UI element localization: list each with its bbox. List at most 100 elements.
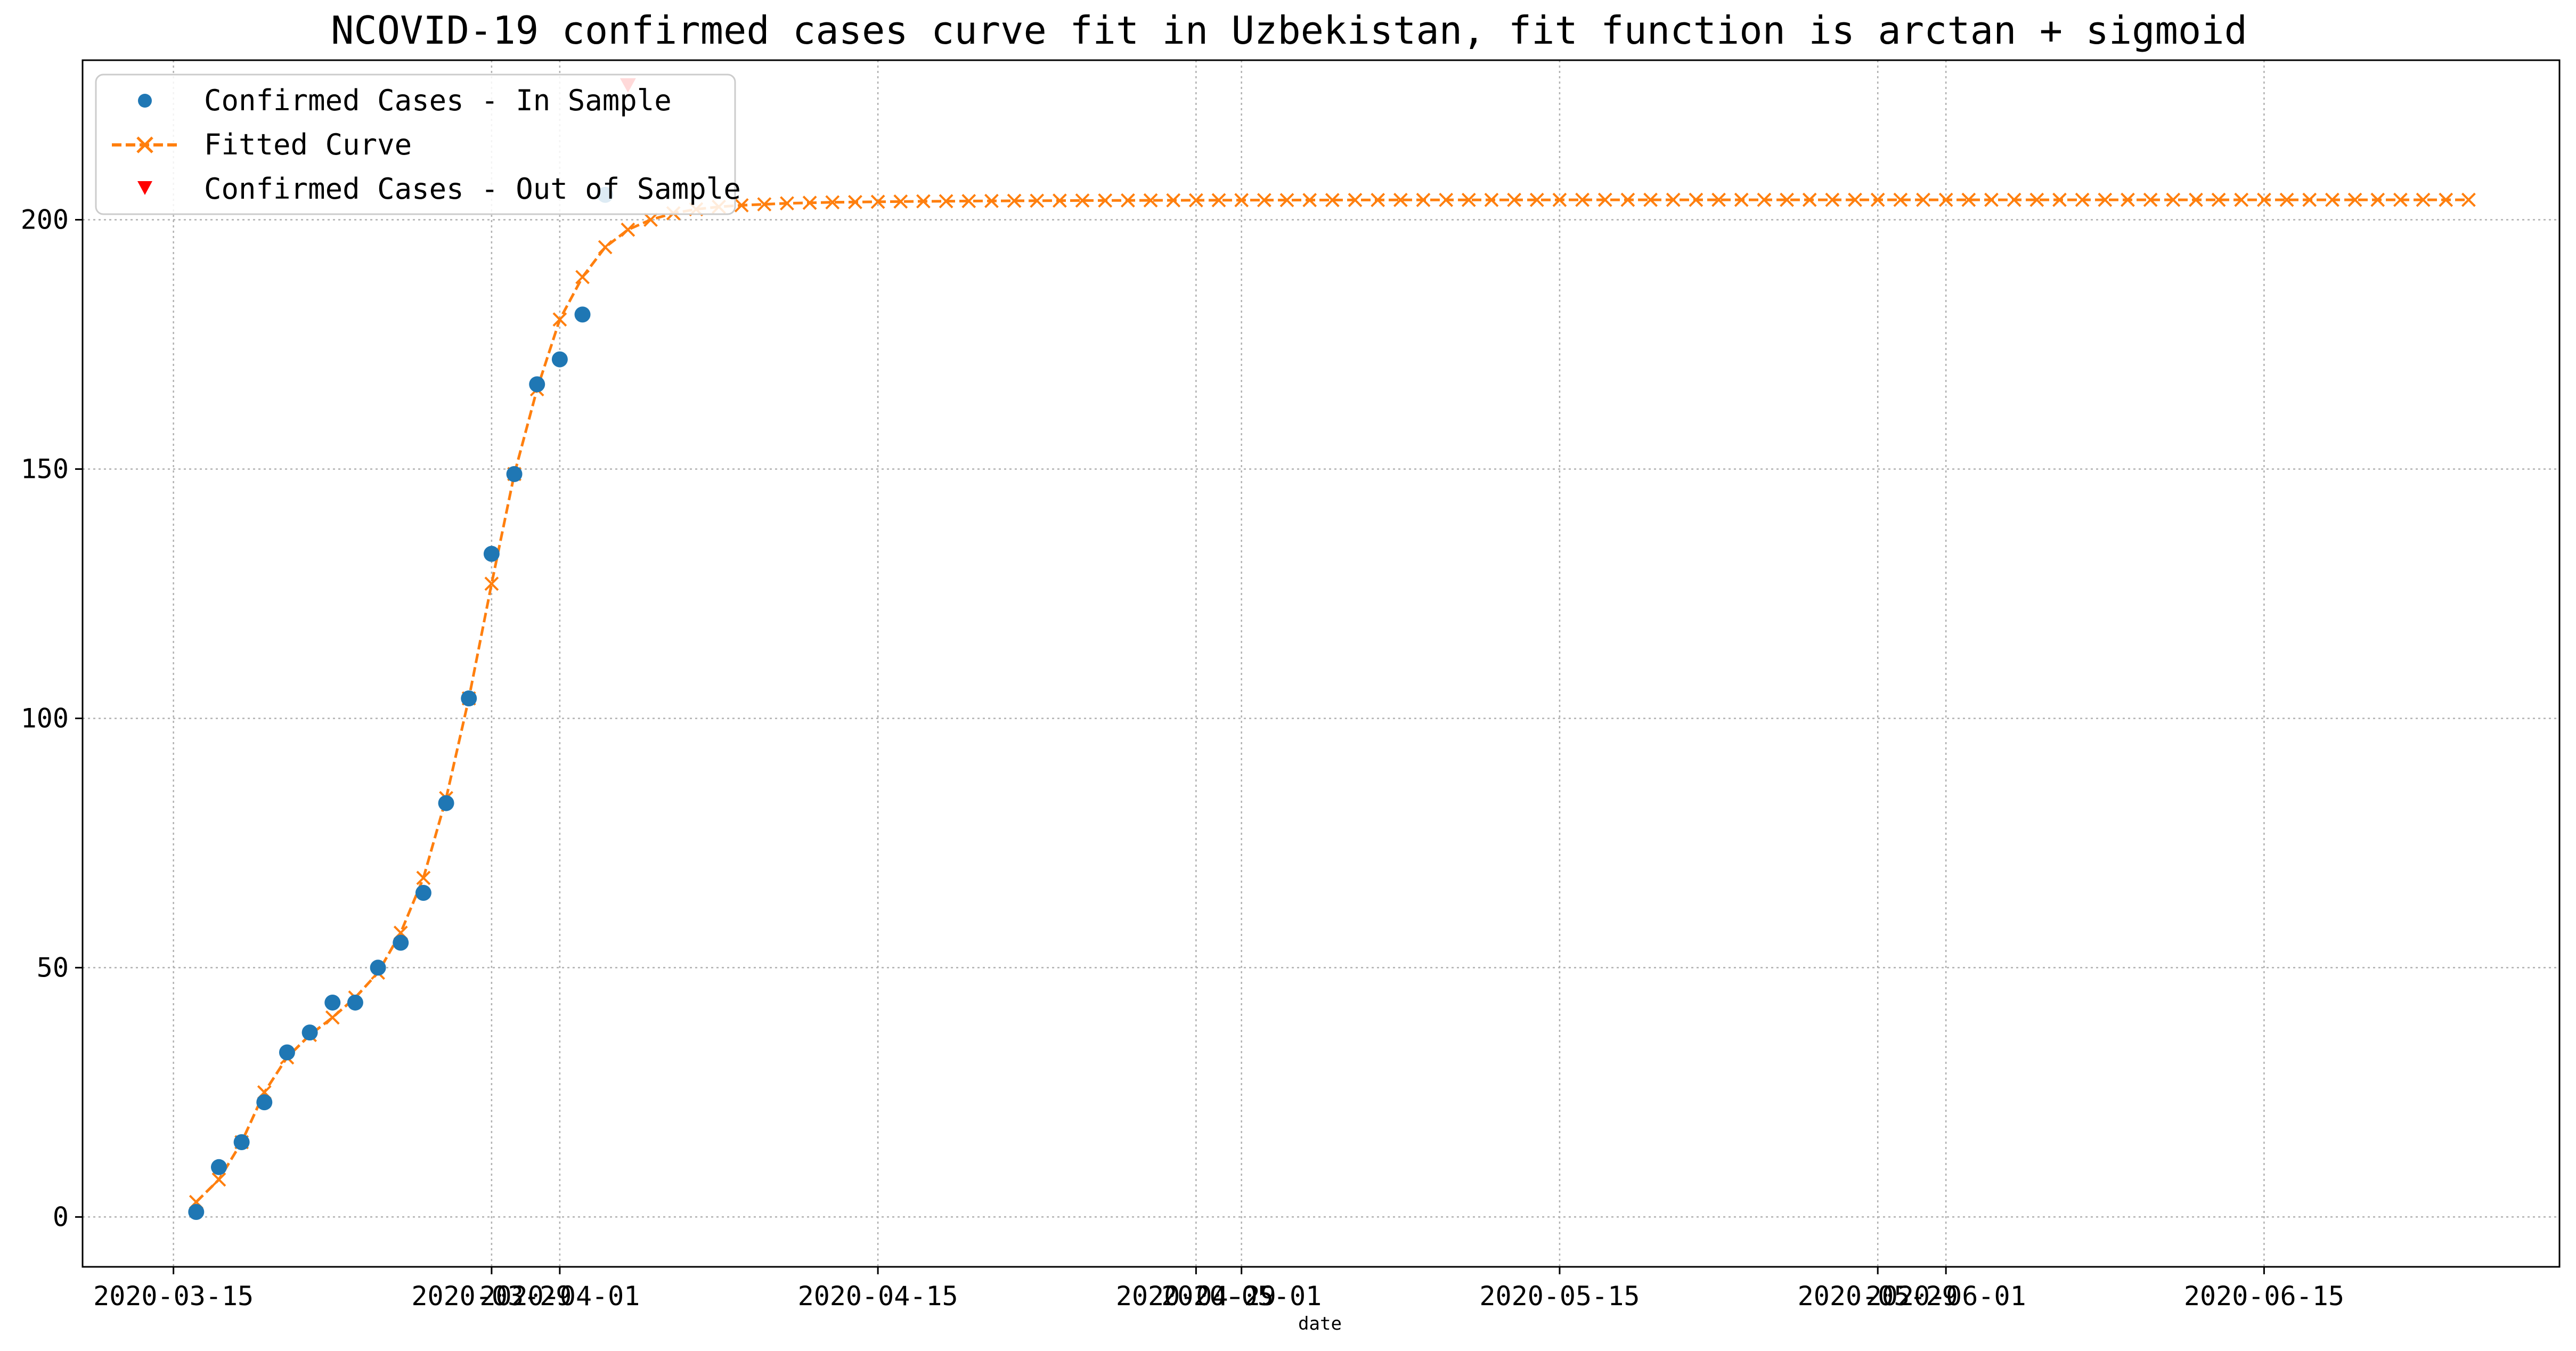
confirmed-in-sample-point — [233, 1134, 250, 1151]
y-tick-label: 50 — [37, 952, 69, 983]
fitted-curve-point — [1552, 192, 1567, 207]
fitted-curve-point — [870, 194, 885, 209]
confirmed-in-sample-point — [256, 1094, 273, 1111]
fitted-curve-line — [195, 198, 2469, 1203]
confirmed-in-sample-point — [551, 351, 568, 368]
x-tick-label: 2020-05-29 — [1798, 1281, 1958, 1312]
y-tick-label: 100 — [21, 703, 69, 734]
x-tick-label: 2020-04-15 — [798, 1281, 958, 1312]
fitted-curve-point — [2166, 192, 2181, 207]
fitted-curve-point — [1325, 193, 1340, 207]
fitted-curve-point — [2007, 192, 2021, 207]
legend-marker-fitted — [136, 136, 153, 153]
fitted-curve-point — [598, 240, 613, 255]
fitted-curve-point — [916, 194, 931, 209]
confirmed-in-sample-point — [301, 1024, 318, 1041]
fitted-curve-point — [2439, 192, 2453, 207]
legend-label-in-sample: Confirmed Cases - In Sample — [204, 84, 672, 117]
confirmed-in-sample-point — [438, 795, 454, 811]
fitted-curve-point — [416, 870, 431, 885]
fitted-curve-point — [1279, 193, 1294, 208]
fitted-curve-point — [2256, 192, 2271, 207]
fitted-curve-point — [893, 194, 908, 209]
fitted-curve-point — [1780, 192, 1794, 207]
confirmed-in-sample-point — [461, 690, 477, 707]
fitted-curve-point — [984, 193, 999, 208]
fitted-curve-point — [1620, 192, 1635, 207]
fitted-curve-point — [1439, 192, 1454, 207]
confirmed-in-sample-point — [415, 885, 431, 901]
fitted-curve-point — [1188, 193, 1203, 208]
x-axis-label: date — [1298, 1313, 1342, 1334]
plot-frame — [81, 59, 2561, 1268]
y-tick-label: 150 — [21, 453, 69, 484]
fitted-curve-point — [2121, 192, 2135, 207]
fitted-curve-point — [1348, 193, 1363, 207]
confirmed-in-sample-point — [506, 466, 523, 482]
fitted-curve-point — [757, 197, 772, 211]
fitted-curve-point — [1416, 192, 1431, 207]
confirmed-in-sample-point — [347, 994, 363, 1011]
fitted-curve-point — [1393, 192, 1408, 207]
fitted-curve-point — [734, 198, 749, 213]
fitted-curve-point — [1575, 192, 1590, 207]
fitted-curve-point — [1234, 193, 1249, 208]
y-axis: 0 50 100 150 200 — [21, 205, 83, 1232]
fitted-curve-point — [825, 195, 840, 210]
fitted-curve-point — [325, 1010, 340, 1025]
fitted-curve-point — [2461, 192, 2476, 207]
fitted-curve-point — [1870, 192, 1885, 207]
fitted-curve-point — [2325, 192, 2339, 207]
fitted-curve-point — [939, 194, 953, 209]
series-fitted-curve — [189, 192, 2476, 1209]
confirmed-in-sample-point — [574, 306, 591, 323]
x-tick-label: 2020-03-15 — [93, 1281, 254, 1312]
fitted-curve-point — [484, 576, 499, 591]
fitted-curve-point — [802, 196, 817, 210]
fitted-curve-point — [2075, 192, 2090, 207]
fitted-curve-point — [1734, 192, 1749, 207]
fitted-curve-point — [1984, 192, 1999, 207]
fitted-curve-point — [643, 213, 658, 227]
fitted-curve-point — [1825, 192, 1840, 207]
fitted-curve-point — [1007, 193, 1022, 208]
fitted-curve-point — [1711, 192, 1726, 207]
x-tick-label: 2020-06-01 — [1866, 1281, 2026, 1312]
confirmed-in-sample-point — [529, 376, 545, 393]
fitted-curve-point — [2211, 192, 2226, 207]
legend-marker-in-sample — [138, 94, 152, 108]
fitted-curve-point — [1302, 193, 1317, 207]
legend-marker-out-of-sample — [137, 181, 152, 195]
confirmed-in-sample-point — [324, 994, 341, 1011]
fitted-curve-point — [1098, 193, 1113, 208]
fitted-curve-point — [1371, 193, 1385, 207]
fitted-curve-point — [621, 222, 635, 237]
fitted-curve-point — [1052, 193, 1067, 208]
fitted-curve-point — [2098, 192, 2113, 207]
confirmed-in-sample-point — [370, 959, 386, 976]
fitted-curve-point — [961, 193, 976, 208]
grid — [83, 60, 2559, 1267]
confirmed-in-sample-point — [188, 1204, 205, 1220]
fitted-curve-point — [848, 194, 862, 209]
fitted-curve-point — [2279, 192, 2294, 207]
confirmed-in-sample-point — [483, 546, 500, 562]
fitted-curve-point — [1802, 192, 1817, 207]
fitted-curve-point — [2052, 192, 2067, 207]
fitted-curve-point — [1893, 192, 1908, 207]
fitted-curve-point — [575, 270, 590, 284]
x-tick-label: 2020-05-15 — [1479, 1281, 1640, 1312]
fitted-curve-point — [1143, 193, 1158, 208]
fitted-curve-point — [1507, 192, 1522, 207]
fitted-curve-point — [2416, 192, 2431, 207]
fitted-curve-point — [780, 196, 794, 211]
fitted-curve-point — [2302, 192, 2317, 207]
confirmed-in-sample-point — [279, 1044, 295, 1061]
chart-title: NCOVID-19 confirmed cases curve fit in U… — [331, 8, 2247, 53]
fitted-curve-point — [1689, 192, 1703, 207]
fitted-curve-point — [2393, 192, 2408, 207]
x-tick-label: 2020-04-01 — [479, 1281, 640, 1312]
fitted-curve-point — [1916, 192, 1930, 207]
